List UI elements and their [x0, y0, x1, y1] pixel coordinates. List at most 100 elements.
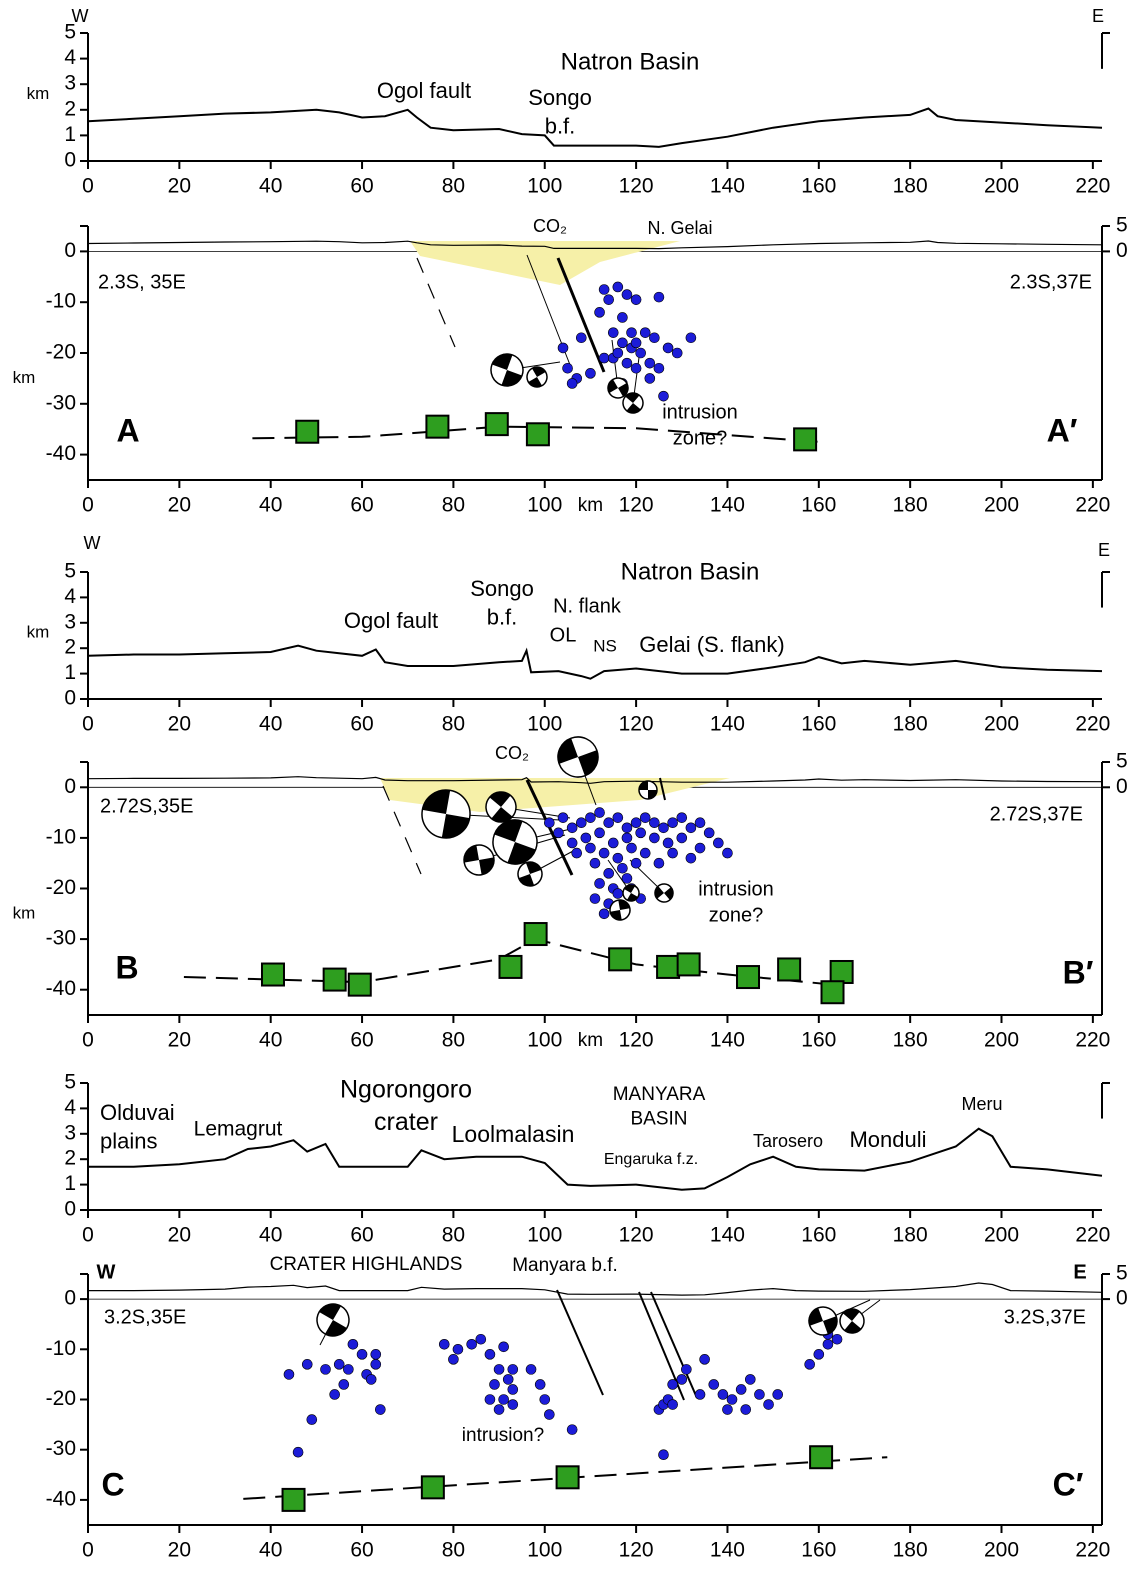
y-tick-label: 0 — [64, 775, 76, 798]
moho-point — [555, 1465, 580, 1490]
x-tick-label: 220 — [1075, 494, 1110, 517]
annotation: B′ — [1063, 954, 1094, 990]
y-tick-label: -40 — [46, 977, 76, 1000]
annotation: A — [116, 412, 139, 448]
topography-line — [88, 1127, 1103, 1191]
annotation: BASIN — [630, 1109, 687, 1130]
x-tick-label: 120 — [619, 175, 654, 198]
earthquake — [498, 1394, 509, 1405]
focal-mechanism — [622, 392, 644, 414]
x-tick-label: 160 — [801, 1029, 836, 1052]
focal-mechanism — [557, 736, 599, 778]
x-tick-label: 20 — [168, 494, 191, 517]
annotation: Songo — [470, 576, 534, 601]
annotation: 2.72S,37E — [990, 803, 1083, 825]
earthquake — [448, 1354, 459, 1365]
x-tick-label: 100 — [527, 1539, 562, 1562]
x-tick-label: 120 — [619, 713, 654, 736]
earthquake — [813, 1349, 825, 1360]
earthquake — [502, 1374, 514, 1385]
y-tick-label: 2 — [64, 1147, 76, 1170]
annotation: intrusion — [698, 878, 774, 900]
annotation: 2.3S,37E — [1010, 271, 1092, 293]
annotation: plains — [100, 1128, 157, 1153]
earthquake — [763, 1399, 774, 1410]
earthquake — [598, 908, 610, 920]
surface-line — [87, 240, 1103, 250]
annotation: b.f. — [487, 604, 518, 629]
moho-point — [736, 965, 761, 990]
y2-tick-label: 5 — [1116, 1262, 1128, 1285]
x-tick-label: 160 — [801, 1539, 836, 1562]
y-axis-label: km — [13, 368, 36, 387]
y-tick-label: 4 — [64, 1096, 76, 1119]
earthquake — [589, 857, 601, 869]
earthquake — [662, 342, 674, 354]
x-tick-label: 20 — [168, 713, 191, 736]
x-tick-label: 200 — [984, 713, 1019, 736]
y-tick-label: 5 — [64, 21, 76, 44]
earthquake — [598, 847, 610, 859]
annotation: 2.72S,35E — [100, 795, 193, 817]
annotation: NS — [593, 636, 617, 655]
x-tick-label: 60 — [350, 175, 373, 198]
earthquake — [585, 842, 596, 854]
x-tick-label: 140 — [710, 1224, 745, 1247]
earthquake — [653, 362, 665, 374]
focal-mechanism — [609, 899, 631, 921]
x-tick-label: 60 — [350, 713, 373, 736]
y-tick-label: 1 — [64, 1172, 76, 1195]
annotation: intrusion — [662, 401, 738, 423]
earthquake — [676, 1374, 688, 1385]
x-tick-label: 60 — [350, 1539, 373, 1562]
y-tick-label: 2 — [64, 97, 76, 120]
x-tick-label: 80 — [442, 175, 465, 198]
earthquake — [612, 852, 624, 864]
focal-mechanism — [622, 884, 640, 902]
y-tick-label: -10 — [46, 1337, 76, 1360]
y-tick-label: -10 — [46, 825, 76, 848]
x-axis-label: km — [578, 1030, 603, 1051]
focal-mechanism — [654, 883, 674, 903]
earthquake — [676, 832, 688, 844]
annotation: Manyara b.f. — [512, 1255, 618, 1276]
y-tick-label: 5 — [64, 560, 76, 583]
earthquake — [617, 337, 628, 349]
focal-quadrant — [608, 379, 628, 397]
focal-quadrant — [494, 820, 536, 864]
earthquake — [594, 827, 605, 839]
annotation: Ngorongoro — [340, 1076, 472, 1104]
earthquake — [735, 1384, 747, 1395]
x-tick-label: 220 — [1075, 1224, 1110, 1247]
x-tick-label: 200 — [984, 175, 1019, 198]
earthquake — [685, 332, 697, 344]
moho-point — [656, 954, 681, 979]
x-tick-label: 120 — [619, 494, 654, 517]
sediment-wedge — [410, 241, 680, 285]
earthquake — [644, 357, 656, 369]
earthquake — [589, 893, 601, 904]
focal-quadrant — [528, 367, 546, 387]
y-tick-label: 0 — [64, 687, 76, 710]
earthquake — [484, 1394, 496, 1405]
earthquake — [658, 390, 669, 402]
earthquake — [667, 1379, 678, 1390]
x-tick-label: 40 — [259, 494, 282, 517]
x-tick-label: 100 — [527, 713, 562, 736]
annotation: Natron Basin — [621, 558, 760, 585]
moho-point — [484, 412, 509, 437]
y-tick-label: -30 — [46, 927, 76, 950]
x-tick-label: 80 — [442, 1539, 465, 1562]
annotation: W — [84, 533, 101, 553]
x-tick-label: 220 — [1075, 1539, 1110, 1562]
y-tick-label: 3 — [64, 610, 76, 633]
earthquake — [612, 812, 624, 823]
focal-mechanism — [490, 353, 524, 387]
y-tick-label: 5 — [64, 1071, 76, 1094]
earthquake — [370, 1359, 382, 1370]
earthquake — [594, 307, 605, 318]
annotation: OL — [550, 624, 577, 646]
x-tick-label: 160 — [801, 494, 836, 517]
